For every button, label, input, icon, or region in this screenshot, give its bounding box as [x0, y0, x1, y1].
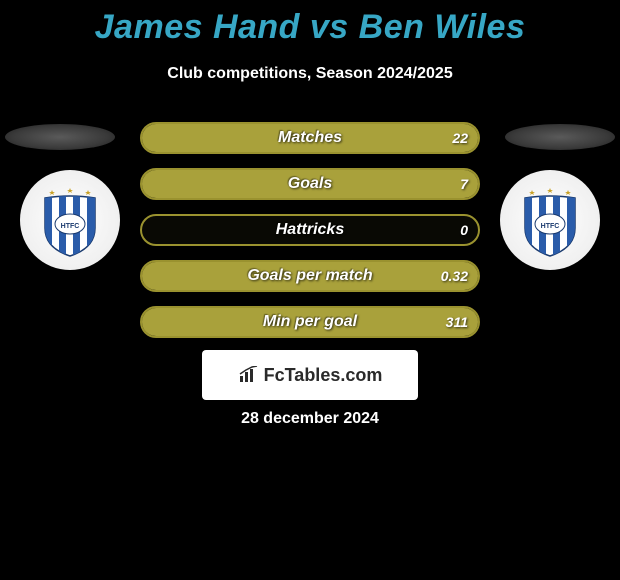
stat-label: Matches [142, 129, 478, 147]
logo-label: FcTables.com [264, 365, 383, 386]
stat-label: Min per goal [142, 313, 478, 331]
stat-row: Goals7 [140, 168, 480, 200]
stat-value-right: 0.32 [441, 268, 468, 284]
page-title: James Hand vs Ben Wiles [0, 0, 620, 47]
stat-value-right: 311 [446, 314, 468, 330]
stat-value-right: 0 [460, 222, 468, 238]
shield-icon: HTFC [30, 180, 110, 260]
svg-text:HTFC: HTFC [541, 223, 560, 230]
date-text: 28 december 2024 [0, 410, 620, 428]
club-badge-left: HTFC [20, 170, 120, 270]
svg-text:HTFC: HTFC [61, 223, 80, 230]
player-left-ellipse [5, 124, 115, 150]
site-logo: FcTables.com [202, 350, 418, 400]
stat-value-right: 22 [452, 130, 468, 146]
stat-row: Hattricks0 [140, 214, 480, 246]
stat-value-right: 7 [460, 176, 468, 192]
stats-bars: Matches22 Goals7 Hattricks0 Goals per match… [140, 122, 480, 352]
chart-icon [238, 366, 260, 384]
shield-icon: HTFC [510, 180, 590, 260]
player-right-ellipse [505, 124, 615, 150]
stat-row: Min per goal311 [140, 306, 480, 338]
stat-label: Goals per match [142, 267, 478, 285]
subtitle: Club competitions, Season 2024/2025 [0, 65, 620, 83]
logo-text: FcTables.com [238, 365, 383, 386]
stat-row: Goals per match0.32 [140, 260, 480, 292]
stat-row: Matches22 [140, 122, 480, 154]
stat-label: Hattricks [142, 221, 478, 239]
stat-label: Goals [142, 175, 478, 193]
club-badge-right: HTFC [500, 170, 600, 270]
